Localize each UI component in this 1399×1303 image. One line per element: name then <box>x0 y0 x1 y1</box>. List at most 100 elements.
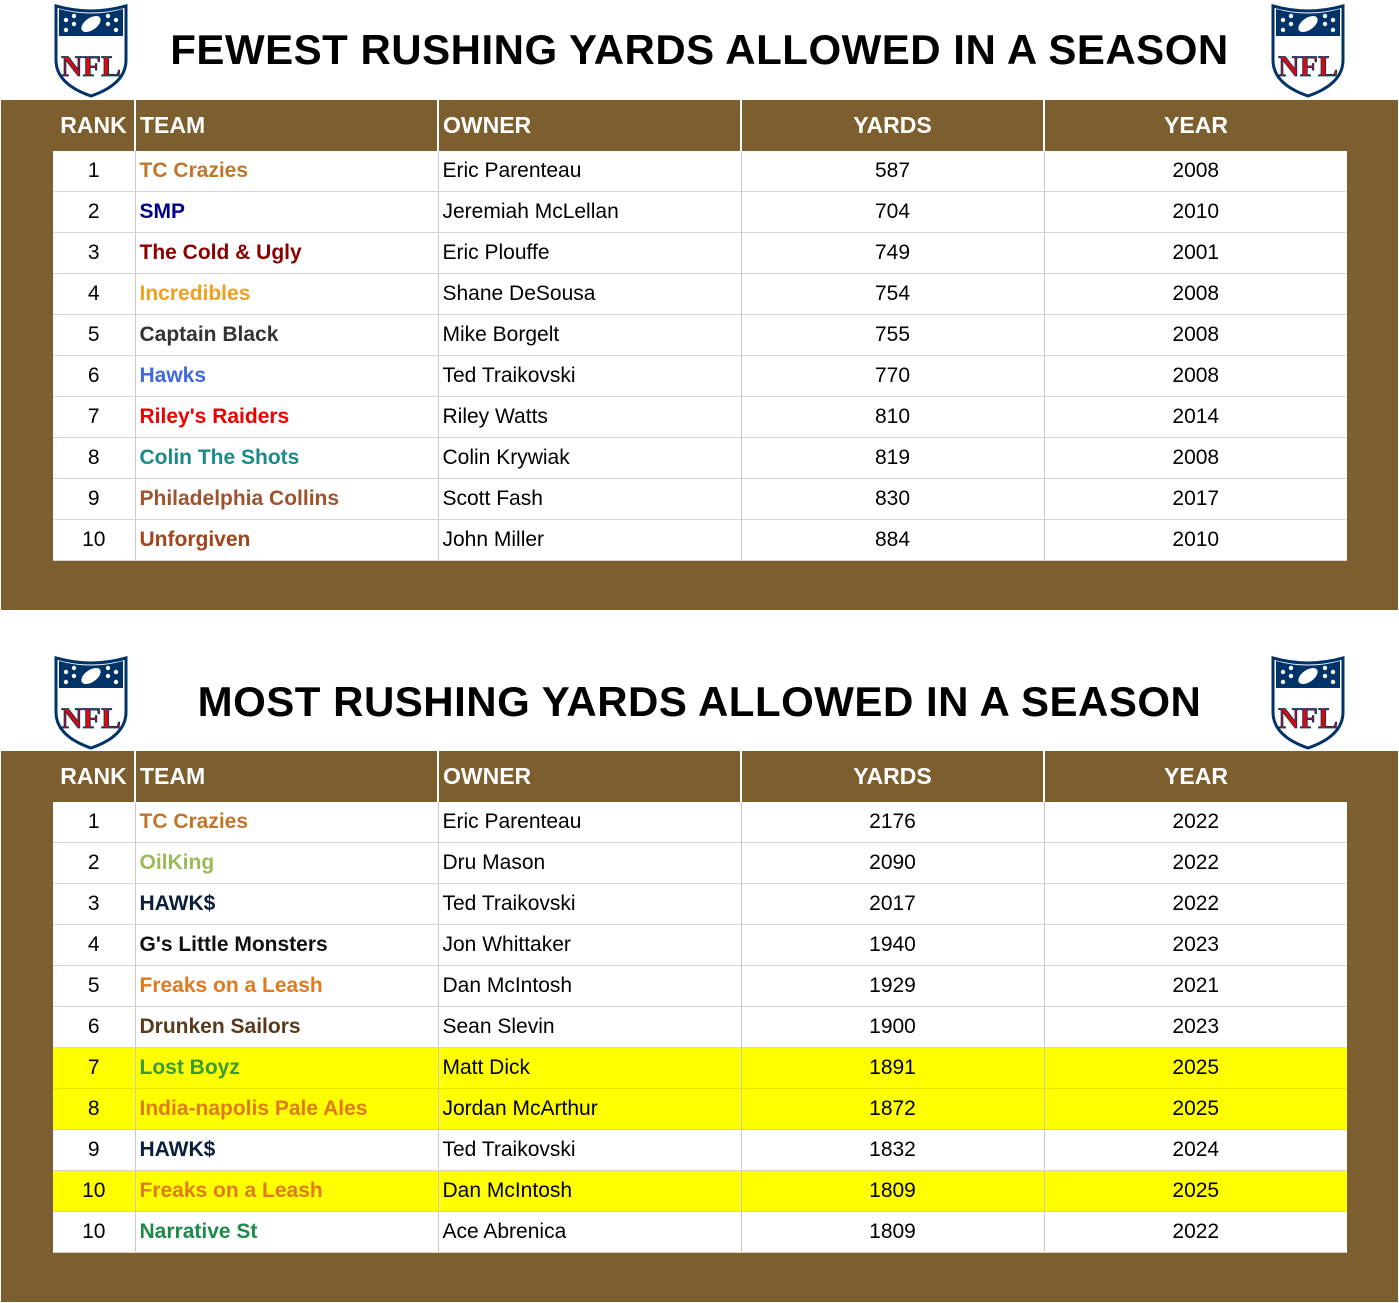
owner-cell: Scott Fash <box>438 478 742 520</box>
table-row: 9 Philadelphia Collins Scott Fash 830 2017 <box>53 478 1347 520</box>
year-cell: 2001 <box>1044 232 1347 274</box>
fewest-title-bar: NFL FEWEST RUSHING YARDS ALLOWED IN A SE… <box>0 0 1399 100</box>
table-row: 10 Unforgiven John Miller 884 2010 <box>53 519 1347 561</box>
yards-header: YARDS <box>741 100 1045 151</box>
owner-cell: Matt Dick <box>438 1047 742 1089</box>
yards-cell: 770 <box>741 355 1045 397</box>
year-cell: 2022 <box>1044 1211 1347 1253</box>
svg-text:NFL: NFL <box>1278 50 1338 83</box>
table-row: 1 TC Crazies Eric Parenteau 587 2008 <box>53 151 1347 192</box>
rank-header: RANK <box>53 100 136 151</box>
fewest-title: FEWEST RUSHING YARDS ALLOWED IN A SEASON <box>170 26 1229 73</box>
table-row: 4 G's Little Monsters Jon Whittaker 1940 202… <box>53 924 1347 966</box>
yards-cell: 2090 <box>741 842 1045 884</box>
owner-cell: John Miller <box>438 519 742 561</box>
team-cell: The Cold & Ugly <box>135 232 439 274</box>
team-cell: Unforgiven <box>135 519 439 561</box>
nfl-logo-icon: NFL <box>54 4 128 98</box>
rank-cell: 5 <box>53 314 136 356</box>
yards-cell: 2176 <box>741 802 1045 843</box>
team-cell: Freaks on a Leash <box>135 1170 439 1212</box>
svg-text:NFL: NFL <box>1278 702 1338 735</box>
year-cell: 2022 <box>1044 802 1347 843</box>
table-row: 8 India-napolis Pale Ales Jordan McArthur 1… <box>53 1088 1347 1130</box>
owner-header: OWNER <box>438 100 742 151</box>
table-row: 1 TC Crazies Eric Parenteau 2176 2022 <box>53 802 1347 843</box>
owner-cell: Colin Krywiak <box>438 437 742 479</box>
most-title: MOST RUSHING YARDS ALLOWED IN A SEASON <box>197 678 1202 725</box>
table-row: 2 SMP Jeremiah McLellan 704 2010 <box>53 191 1347 233</box>
team-cell: Lost Boyz <box>135 1047 439 1089</box>
team-cell: India-napolis Pale Ales <box>135 1088 439 1130</box>
year-cell: 2017 <box>1044 478 1347 520</box>
rank-cell: 6 <box>53 1006 136 1048</box>
owner-cell: Mike Borgelt <box>438 314 742 356</box>
owner-cell: Dan McIntosh <box>438 1170 742 1212</box>
year-cell: 2021 <box>1044 965 1347 1007</box>
rank-cell: 10 <box>53 1170 136 1212</box>
yards-cell: 830 <box>741 478 1045 520</box>
yards-cell: 754 <box>741 273 1045 315</box>
year-header: YEAR <box>1164 112 1228 138</box>
rank-cell: 7 <box>53 396 136 438</box>
table-row: 2 OilKing Dru Mason 2090 2022 <box>53 842 1347 884</box>
owner-cell: Jon Whittaker <box>438 924 742 966</box>
rank-cell: 2 <box>53 842 136 884</box>
fewest-table: RANK TEAM OWNER YARDS YEAR 1 TC Crazies Er… <box>53 100 1347 561</box>
team-cell: Philadelphia Collins <box>135 478 439 520</box>
year-cell: 2025 <box>1044 1088 1347 1130</box>
rank-cell: 8 <box>53 437 136 479</box>
team-cell: TC Crazies <box>135 802 439 843</box>
yards-cell: 810 <box>741 396 1045 438</box>
table-row: 9 HAWK$ Ted Traikovski 1832 2024 <box>53 1129 1347 1171</box>
year-cell: 2010 <box>1044 191 1347 233</box>
rank-cell: 4 <box>53 273 136 315</box>
year-cell: 2022 <box>1044 842 1347 884</box>
svg-text:NFL: NFL <box>61 702 121 735</box>
team-cell: HAWK$ <box>135 1129 439 1171</box>
rank-cell: 3 <box>53 883 136 925</box>
year-cell: 2008 <box>1044 437 1347 479</box>
owner-cell: Ted Traikovski <box>438 1129 742 1171</box>
yards-cell: 819 <box>741 437 1045 479</box>
yards-cell: 755 <box>741 314 1045 356</box>
year-cell: 2008 <box>1044 151 1347 192</box>
rank-cell: 7 <box>53 1047 136 1089</box>
yards-cell: 884 <box>741 519 1045 561</box>
team-cell: Hawks <box>135 355 439 397</box>
team-cell: Drunken Sailors <box>135 1006 439 1048</box>
owner-cell: Eric Parenteau <box>438 151 742 192</box>
team-cell: Colin The Shots <box>135 437 439 479</box>
table-row: 10 Narrative St Ace Abrenica 1809 2022 <box>53 1211 1347 1253</box>
header-row: RANK TEAM OWNER YARDS YEAR <box>53 100 1347 151</box>
owner-cell: Dan McIntosh <box>438 965 742 1007</box>
owner-cell: Sean Slevin <box>438 1006 742 1048</box>
team-cell: OilKing <box>135 842 439 884</box>
rank-cell: 8 <box>53 1088 136 1130</box>
yards-cell: 1809 <box>741 1211 1045 1253</box>
year-cell: 2022 <box>1044 883 1347 925</box>
owner-cell: Ted Traikovski <box>438 883 742 925</box>
rank-cell: 1 <box>53 151 136 192</box>
yards-cell: 1872 <box>741 1088 1045 1130</box>
fewest-table-body: 1 TC Crazies Eric Parenteau 587 2008 2 SMP Jere… <box>53 151 1347 561</box>
year-cell: 2025 <box>1044 1047 1347 1089</box>
year-cell: 2008 <box>1044 355 1347 397</box>
owner-cell: Eric Parenteau <box>438 802 742 843</box>
team-cell: G's Little Monsters <box>135 924 439 966</box>
owner-cell: Jordan McArthur <box>438 1088 742 1130</box>
table-row: 3 HAWK$ Ted Traikovski 2017 2022 <box>53 883 1347 925</box>
nfl-logo-icon: NFL <box>54 656 128 750</box>
table-row: 6 Drunken Sailors Sean Slevin 1900 2023 <box>53 1006 1347 1048</box>
most-panel: RANK TEAM OWNER YARDS YEAR 1 TC Crazies Er… <box>1 751 1398 1302</box>
team-header: TEAM <box>135 100 439 151</box>
team-cell: Incredibles <box>135 273 439 315</box>
yards-cell: 1940 <box>741 924 1045 966</box>
nfl-logo-icon: NFL <box>1271 4 1345 98</box>
team-cell: TC Crazies <box>135 151 439 192</box>
team-cell: SMP <box>135 191 439 233</box>
rank-cell: 1 <box>53 802 136 843</box>
yards-cell: 587 <box>741 151 1045 192</box>
yards-cell: 704 <box>741 191 1045 233</box>
fewest-panel: RANK TEAM OWNER YARDS YEAR 1 TC Crazies Er… <box>1 100 1398 610</box>
